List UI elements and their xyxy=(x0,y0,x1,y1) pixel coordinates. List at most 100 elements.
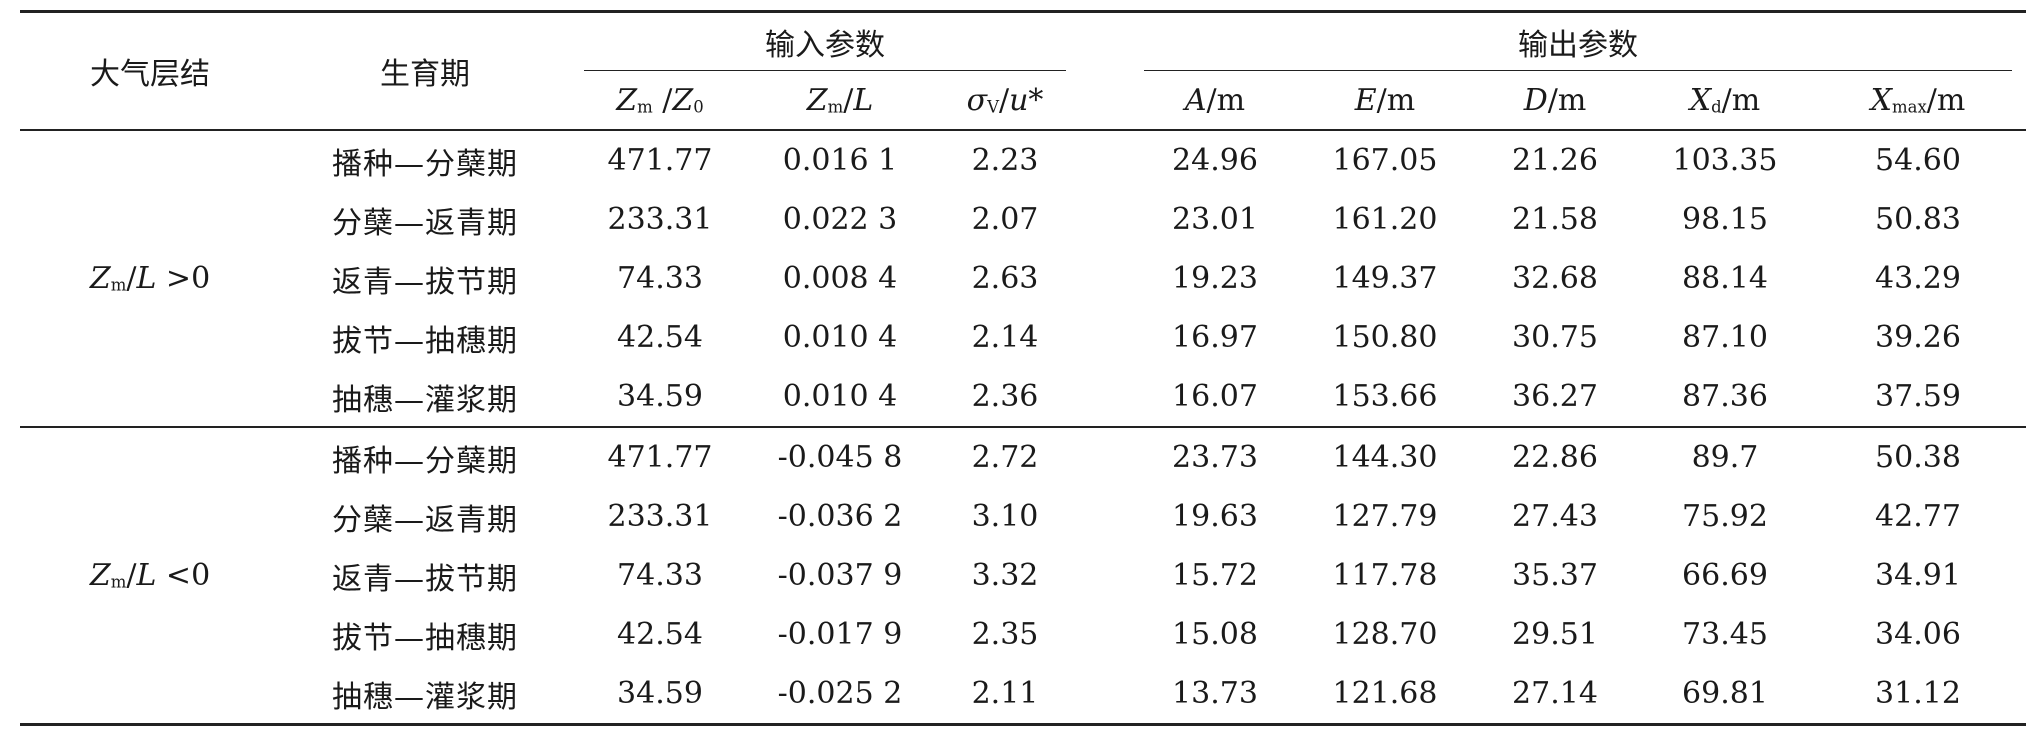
gap-cell xyxy=(1080,426,1130,487)
value-cell-xmax: 43.29 xyxy=(1875,261,1961,296)
value-cell-xd: 89.7 xyxy=(1640,426,1810,487)
value-cell-a: 19.63 xyxy=(1172,499,1258,534)
table-row: 拔节—抽穗期 42.54 -0.017 9 2.35 15.08 128.70 29.51 7… xyxy=(20,605,2026,664)
table-row: Zm/L >0 播种—分蘖期 471.77 0.016 1 2.23 24.96 167.0… xyxy=(20,130,2026,296)
value-cell-zm-l: 0.022 3 xyxy=(782,202,898,237)
value-cell-xmax: 42.77 xyxy=(1875,499,1961,534)
value-cell-xd: 73.45 xyxy=(1682,617,1768,652)
growth-stage-cell: 拔节—抽穗期 xyxy=(332,620,518,656)
value-cell-zm-z0: 74.33 xyxy=(617,261,703,296)
value-cell-e: 149.37 xyxy=(1332,261,1438,296)
symbol-subscript: 0 xyxy=(693,96,704,116)
symbol-unit: /m xyxy=(1926,82,1966,118)
value-cell-a: 23.01 xyxy=(1172,202,1258,237)
value-cell-d: 30.75 xyxy=(1512,320,1598,355)
symbol-separator: / xyxy=(843,82,854,118)
gap-cell xyxy=(1080,130,1130,190)
table-row: 抽穗—灌浆期 34.59 -0.025 2 2.11 13.73 121.68 27.14 6… xyxy=(20,664,2026,726)
symbol-subscript: m xyxy=(110,572,127,592)
value-cell-e: 144.30 xyxy=(1300,426,1470,487)
value-cell-xmax: 50.83 xyxy=(1875,202,1961,237)
value-cell-xmax: 54.60 xyxy=(1875,143,1961,178)
value-cell-sigma-u: 2.72 xyxy=(930,426,1080,487)
symbol-subscript: m xyxy=(827,96,844,116)
value-cell-d: 32.68 xyxy=(1512,261,1598,296)
symbol-main: X xyxy=(1689,82,1712,118)
symbol-subscript: V xyxy=(987,96,999,116)
value-cell-xd: 87.10 xyxy=(1682,320,1768,355)
output-group-rule xyxy=(1144,70,2012,71)
table-row: 返青—拔节期 74.33 -0.037 9 3.32 15.72 117.78 35.37 6… xyxy=(20,546,2026,605)
value-cell-zm-z0: 471.77 xyxy=(570,426,750,487)
value-cell-d: 21.58 xyxy=(1512,202,1598,237)
symbol-unit: /m xyxy=(1206,82,1246,118)
growth-stage-cell: 播种—分蘖期 xyxy=(332,146,518,182)
header-input-col-1: Zm /Z0 xyxy=(570,71,750,131)
value-cell-xd: 103.35 xyxy=(1672,143,1778,178)
header-input-group: 输入参数 xyxy=(570,10,1080,71)
symbol-main: σ xyxy=(966,82,988,118)
symbol-unit: /m xyxy=(1376,82,1416,118)
value-cell-zm-z0: 233.31 xyxy=(607,499,713,534)
table-row: 分蘖—返青期 233.31 0.022 3 2.07 23.01 161.20 21.58 9… xyxy=(20,190,2026,249)
gap-cell xyxy=(1080,487,1130,546)
parameter-table: 大气层结 生育期 输入参数 输出参数 Zm /Z0 Zm/L σV/u* A/m E/m… xyxy=(20,10,2026,726)
value-cell-zm-l: -0.045 8 xyxy=(750,426,930,487)
value-cell-xd: 98.15 xyxy=(1682,202,1768,237)
value-cell-xmax: 34.06 xyxy=(1875,617,1961,652)
value-cell-e: 128.70 xyxy=(1332,617,1438,652)
value-cell-zm-z0: 42.54 xyxy=(617,617,703,652)
value-cell-a: 23.73 xyxy=(1130,426,1300,487)
symbol-main: X xyxy=(1870,82,1892,118)
gap-cell xyxy=(1080,308,1130,367)
gap-cell xyxy=(1080,605,1130,664)
gap-cell xyxy=(1080,546,1130,605)
header-output-col-3: D/m xyxy=(1470,71,1640,131)
value-cell-xd: 75.92 xyxy=(1682,499,1768,534)
table-row: Zm/L <0 播种—分蘖期 471.77 -0.045 8 2.72 23.73 144.… xyxy=(20,426,2026,726)
value-cell-d: 21.26 xyxy=(1512,143,1598,178)
value-cell-a: 24.96 xyxy=(1172,143,1258,178)
gap-cell xyxy=(1080,664,1130,726)
gap-cell xyxy=(1080,190,1130,249)
input-group-rule xyxy=(584,70,1066,71)
symbol-separator: / xyxy=(126,261,137,296)
symbol-main: Z xyxy=(806,82,828,118)
header-growth-stage: 生育期 xyxy=(280,10,570,131)
table-body: Zm/L >0 播种—分蘖期 471.77 0.016 1 2.23 24.96 167.0… xyxy=(20,130,2026,726)
table-row: 抽穗—灌浆期 34.59 0.010 4 2.36 16.07 153.66 36.27 87… xyxy=(20,367,2026,427)
symbol-subscript: d xyxy=(1711,96,1722,116)
value-cell-xmax: 31.12 xyxy=(1810,664,2026,726)
gap-cell xyxy=(1080,367,1130,427)
symbol-main: L xyxy=(853,82,874,118)
table-row: 拔节—抽穗期 42.54 0.010 4 2.14 16.97 150.80 30.75 87… xyxy=(20,308,2026,367)
growth-stage-cell: 返青—拔节期 xyxy=(332,561,518,597)
value-cell-zm-z0: 34.59 xyxy=(617,379,703,414)
value-cell-zm-l: -0.037 9 xyxy=(777,558,903,593)
symbol-main: E xyxy=(1354,82,1377,118)
symbol-main: Z xyxy=(89,558,111,593)
value-cell-sigma-u: 3.10 xyxy=(971,499,1039,534)
value-cell-zm-z0: 471.77 xyxy=(607,143,713,178)
gap-cell xyxy=(1080,249,1130,308)
output-group-label: 输出参数 xyxy=(1518,28,1638,63)
header-output-col-4: Xd/m xyxy=(1640,71,1810,131)
value-cell-a: 16.97 xyxy=(1172,320,1258,355)
value-cell-e: 150.80 xyxy=(1332,320,1438,355)
header-input-col-2: Zm/L xyxy=(750,71,930,131)
value-cell-a: 16.07 xyxy=(1172,379,1258,414)
value-cell-zm-l: -0.017 9 xyxy=(777,617,903,652)
value-cell-e: 127.79 xyxy=(1332,499,1438,534)
symbol-separator: / xyxy=(652,82,673,118)
subheader-gap xyxy=(1080,71,1130,131)
symbol-main: Z xyxy=(89,261,111,296)
table-header: 大气层结 生育期 输入参数 输出参数 Zm /Z0 Zm/L σV/u* A/m E/m… xyxy=(20,10,2026,131)
value-cell-sigma-u: 2.11 xyxy=(930,664,1080,726)
symbol-unit: /m xyxy=(1721,82,1761,118)
value-cell-zm-l: -0.036 2 xyxy=(777,499,903,534)
value-cell-sigma-u: 2.36 xyxy=(971,379,1039,414)
symbol-tail: >0 xyxy=(156,261,211,296)
symbol-main: A xyxy=(1184,82,1207,118)
stratification-label: Zm/L >0 xyxy=(20,130,280,427)
